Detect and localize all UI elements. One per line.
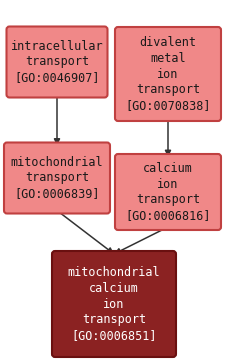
- Text: intracellular
transport
[GO:0046907]: intracellular transport [GO:0046907]: [11, 40, 103, 85]
- FancyBboxPatch shape: [4, 143, 109, 213]
- Text: divalent
metal
ion
transport
[GO:0070838]: divalent metal ion transport [GO:0070838…: [125, 36, 210, 112]
- Text: mitochondrial
calcium
ion
transport
[GO:0006851]: mitochondrial calcium ion transport [GO:…: [67, 266, 160, 342]
- FancyBboxPatch shape: [114, 27, 220, 121]
- Text: calcium
ion
transport
[GO:0006816]: calcium ion transport [GO:0006816]: [125, 162, 210, 222]
- Text: mitochondrial
transport
[GO:0006839]: mitochondrial transport [GO:0006839]: [11, 156, 103, 201]
- FancyBboxPatch shape: [7, 27, 107, 98]
- FancyBboxPatch shape: [114, 154, 220, 230]
- FancyBboxPatch shape: [52, 251, 175, 357]
